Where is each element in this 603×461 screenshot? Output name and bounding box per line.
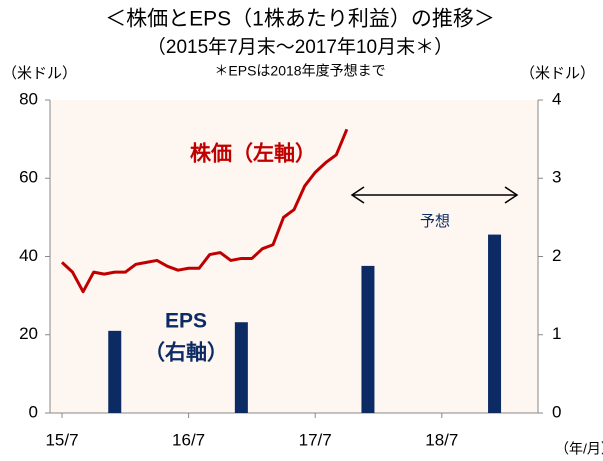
x-tick-label: 15/7 — [45, 430, 78, 449]
y2-tick-label: 1 — [552, 324, 561, 343]
x-tick-label: 17/7 — [299, 430, 332, 449]
y-axis-label: （米ドル） — [2, 65, 77, 82]
y-tick-label: 0 — [29, 402, 38, 421]
y2-axis-label: （米ドル） — [520, 65, 595, 82]
x-tick-label: 16/7 — [172, 430, 205, 449]
x-axis-label: （年/月） — [555, 441, 603, 457]
y-tick-label: 40 — [19, 246, 38, 265]
y2-tick-label: 4 — [552, 89, 561, 108]
x-tick-label: 18/7 — [425, 430, 458, 449]
y2-tick-label: 2 — [552, 246, 561, 265]
bar — [361, 265, 375, 413]
y-tick-label: 60 — [19, 168, 38, 187]
chart-title: ＜株価とEPS（1株あたり利益）の推移＞ — [105, 8, 495, 31]
note: ＊EPSは2018年度予想まで — [214, 63, 385, 79]
annotation: EPS — [165, 310, 207, 333]
bar — [234, 322, 248, 413]
annotation: （右軸） — [144, 341, 228, 365]
line — [60, 128, 349, 294]
plot-area — [50, 100, 538, 413]
annotation: 予想 — [420, 213, 450, 230]
bar — [488, 234, 502, 413]
chart-subtitle: （2015年7月末～2017年10月末＊） — [147, 36, 453, 58]
forecast-arrow — [350, 186, 519, 204]
y-tick-label: 80 — [19, 89, 38, 108]
y-tick-label: 20 — [19, 324, 38, 343]
annotation: 株価（左軸） — [190, 142, 316, 166]
bar — [108, 330, 122, 413]
y2-tick-label: 0 — [552, 402, 561, 421]
y2-tick-label: 3 — [552, 168, 561, 187]
